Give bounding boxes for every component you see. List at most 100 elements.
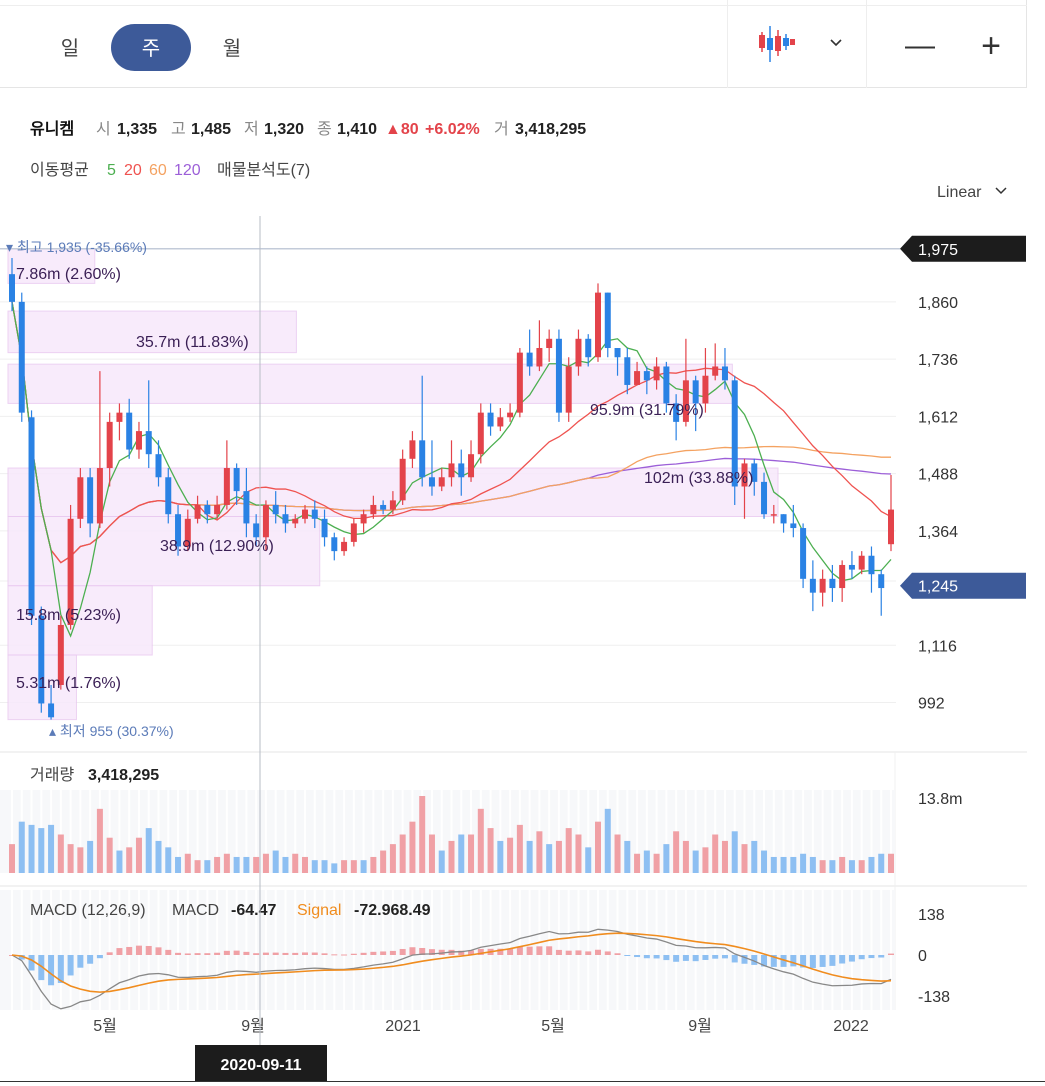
volume-bar	[858, 860, 865, 873]
volume-bar	[116, 850, 123, 873]
candle-body	[585, 338, 592, 358]
candle-body	[350, 523, 357, 542]
volume-bar	[731, 831, 738, 873]
chevron-down-icon[interactable]	[830, 39, 842, 47]
ma-20-line	[11, 301, 892, 564]
macd-histogram-bar	[458, 950, 465, 955]
volume-bar	[262, 853, 269, 873]
volume-bar	[292, 853, 299, 873]
volume-panel-label: 거래량	[30, 766, 74, 784]
scale-chevron-icon[interactable]	[995, 187, 1007, 195]
macd-histogram-bar	[751, 955, 758, 965]
volume-profile-label[interactable]: 매물분석도(7)	[217, 161, 310, 179]
volume-bar	[145, 828, 152, 873]
volume-bar	[399, 834, 406, 873]
candle-body	[468, 454, 475, 478]
x-tick-label: 9월	[241, 1017, 265, 1035]
zoom-out-button[interactable]: —	[905, 29, 935, 62]
volume-bar	[624, 840, 631, 873]
macd-histogram-bar	[165, 949, 172, 955]
macd-histogram-bar	[262, 952, 269, 955]
candle-body	[38, 615, 45, 704]
macd-histogram-bar	[692, 955, 699, 962]
macd-histogram-bar	[643, 955, 650, 959]
candle-body	[302, 509, 308, 519]
volume-bar	[780, 856, 787, 873]
macd-histogram-bar	[282, 952, 289, 955]
volume-bar	[126, 847, 133, 873]
candle-body	[604, 292, 611, 349]
macd-histogram-bar	[585, 951, 592, 955]
volume-bar	[272, 850, 279, 873]
candle-body	[311, 509, 318, 519]
candle-body	[536, 348, 543, 367]
ma-120: 120	[174, 162, 201, 179]
volume-bar	[184, 853, 191, 873]
close-value: 1,410	[337, 121, 377, 138]
volume-bar	[233, 856, 240, 873]
period-tab-1[interactable]: 주	[142, 38, 160, 60]
candle-body	[399, 458, 406, 501]
volume-profile-bar	[7, 310, 297, 354]
macd-histogram-bar	[106, 952, 113, 955]
macd-histogram-bar	[311, 952, 318, 955]
candle-body	[809, 578, 816, 593]
price-summary: 유니켐 시 1,335 고 1,485 저 1,320 종 1,410 ▲80 …	[30, 120, 586, 138]
macd-histogram-bar	[155, 947, 162, 955]
tab-selected-bg	[111, 24, 191, 71]
current-price-badge-text: 1,245	[918, 579, 958, 596]
macd-y-tick: 138	[918, 907, 945, 924]
candle-body	[624, 357, 631, 385]
macd-histogram-bar	[595, 949, 601, 955]
volume-bar	[585, 847, 592, 873]
volume-bar	[770, 856, 777, 873]
macd-histogram-bar	[477, 948, 484, 955]
volume-bar	[653, 853, 660, 873]
macd-histogram-bar	[516, 946, 523, 955]
candle-body	[653, 366, 660, 381]
volume-bar	[67, 844, 74, 873]
volume-bar	[555, 840, 562, 873]
volume-bar	[380, 850, 387, 873]
indicator-legend: 이동평균 5 20 60 120 매물분석도(7)	[30, 161, 310, 179]
y-tick-label: 1,860	[918, 295, 958, 312]
volume-bar	[448, 840, 455, 873]
ma-label: 이동평균	[30, 161, 89, 179]
candle-body	[126, 412, 133, 450]
macd-histogram-bar	[712, 955, 719, 959]
period-tab-2[interactable]: 월	[223, 37, 241, 60]
x-tick-label: 5월	[541, 1017, 565, 1035]
candle-body	[321, 518, 328, 538]
volume-bar	[526, 840, 533, 873]
macd-histogram-bar	[604, 951, 611, 955]
candle-body	[712, 366, 719, 376]
volume-bar	[614, 834, 621, 873]
macd-histogram-bar	[634, 955, 641, 958]
candle-body	[565, 366, 572, 413]
min-marker: ▴ 최저 955 (30.37%)	[49, 723, 174, 739]
macd-histogram-bar	[292, 952, 299, 955]
volume-panel-value: 3,418,295	[88, 767, 159, 784]
volume-bar	[712, 834, 719, 873]
volume-bar	[643, 850, 650, 873]
high-label: 고	[171, 121, 186, 138]
volume-bar	[829, 860, 836, 873]
candle-body	[555, 338, 562, 413]
candle-body	[634, 371, 641, 385]
macd-y-tick: 0	[918, 948, 927, 965]
period-tab-0[interactable]: 일	[61, 37, 79, 60]
zoom-in-button[interactable]: +	[981, 27, 1001, 65]
macd-histogram-bar	[243, 951, 250, 955]
volume-bar	[9, 844, 15, 873]
scale-selector[interactable]: Linear	[937, 184, 982, 201]
crosshair-date: 2020-09-11	[221, 1057, 302, 1074]
volume-bar	[702, 847, 709, 873]
candle-body	[741, 463, 748, 487]
candle-body	[77, 477, 84, 519]
candlestick-icon[interactable]	[759, 26, 795, 62]
volume-bar	[155, 840, 162, 873]
volume-bar	[135, 837, 142, 873]
macd-histogram-bar	[555, 949, 562, 955]
open-label: 시	[96, 121, 111, 138]
